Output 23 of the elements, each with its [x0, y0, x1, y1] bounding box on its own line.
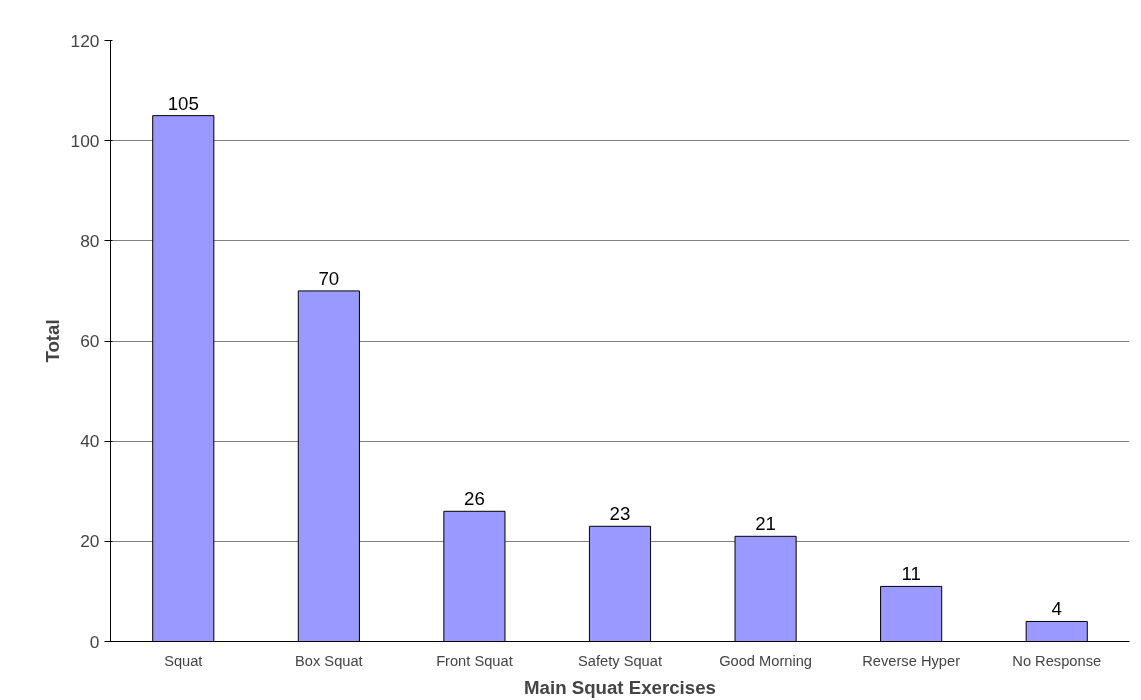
data-label: 26: [464, 488, 485, 510]
x-tick-label: Reverse Hyper: [862, 652, 961, 669]
x-tick-label: Box Squat: [295, 652, 363, 669]
y-tick-label: 40: [80, 431, 100, 452]
y-tick-label: 0: [89, 631, 100, 652]
x-tick-label: Squat: [164, 652, 203, 669]
y-tick-label: 60: [80, 331, 100, 351]
y-axis-title: Total: [41, 319, 63, 363]
y-tick-label: 100: [70, 130, 100, 151]
data-label: 21: [755, 513, 776, 535]
x-tick-label: Front Squat: [436, 652, 513, 669]
x-tick-label: Safety Squat: [578, 652, 662, 669]
y-tick-label: 20: [80, 531, 100, 552]
x-tick-label: Good Morning: [719, 652, 813, 669]
y-tick-label: 80: [80, 230, 100, 251]
y-tick-label: 120: [70, 30, 100, 51]
data-label: 4: [1051, 598, 1062, 620]
data-label: 23: [609, 503, 631, 525]
x-tick-label: No Response: [1012, 652, 1102, 669]
x-axis-title: Main Squat Exercises: [524, 676, 716, 698]
data-label: 70: [318, 267, 340, 289]
data-label: 105: [167, 92, 199, 114]
data-label: 11: [901, 563, 921, 585]
